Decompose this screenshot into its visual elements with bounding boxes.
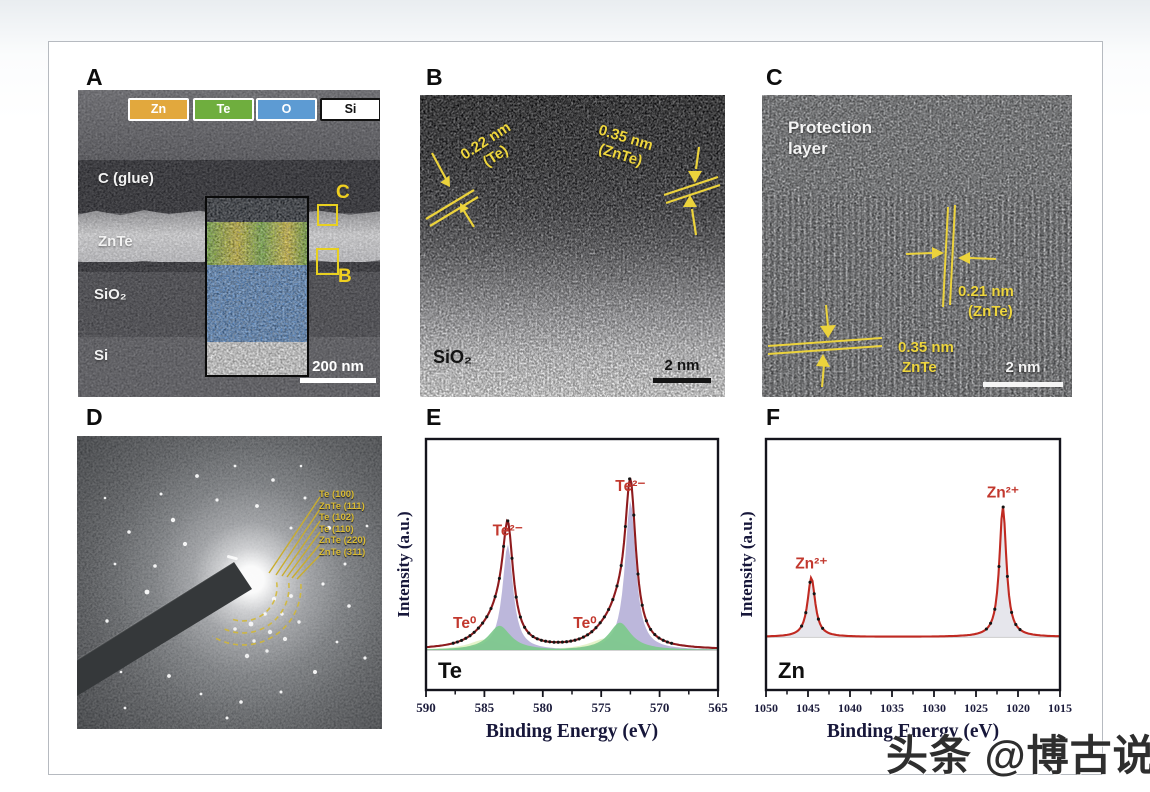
svg-text:Zn²⁺: Zn²⁺: [987, 484, 1019, 501]
panel-c-scalebar: [983, 382, 1063, 387]
panel-b-region-label: SiO₂: [433, 347, 473, 367]
roi-box-b: [316, 248, 339, 275]
svg-text:570: 570: [650, 700, 670, 715]
panel-f-label: F: [766, 404, 781, 430]
svg-text:Binding Energy (eV): Binding Energy (eV): [486, 721, 658, 742]
lattice-annotation-021-spacing: 0.21 nm: [958, 283, 1014, 300]
panel-a-scalebar-text: 200 nm: [312, 358, 364, 375]
panel-b-scalebar-text: 2 nm: [664, 357, 700, 374]
lattice-annotation-035-phase: ZnTe: [902, 359, 937, 376]
panel-a-label: A: [86, 64, 103, 90]
layer-label-c-glue: C (glue): [98, 170, 154, 187]
layer-label-sio2: SiO₂: [94, 286, 127, 303]
xps-te-spectrum-chart: 590 585 580 575 570 565 Te²⁻ Te²⁻ Te⁰ Te⁰ Te Bindin…: [395, 437, 728, 742]
panel-a-tem-image: Zn Te O Si C (glue) ZnTe SiO₂ Si C B 200…: [78, 90, 380, 397]
svg-text:Intensity (a.u.): Intensity (a.u.): [395, 511, 413, 617]
ring-label-znte-111: ZnTe (111): [319, 500, 365, 512]
svg-text:1050: 1050: [754, 701, 778, 715]
svg-text:Te⁰: Te⁰: [573, 615, 597, 632]
watermark: 头条 @博古说: [886, 732, 1150, 779]
svg-text:1045: 1045: [796, 701, 820, 715]
eds-band-si: [207, 342, 307, 375]
ring-label-znte-220: ZnTe (220): [319, 535, 366, 547]
protection-layer-label-line1: Protection: [788, 118, 873, 137]
svg-text:1030: 1030: [922, 701, 946, 715]
svg-text:1025: 1025: [964, 701, 988, 715]
panel-d-saed-image: Te (100) ZnTe (111) Te (102) Te (110) Zn…: [77, 436, 382, 729]
roi-label-b: B: [338, 266, 352, 287]
eds-legend-chip-si: Si: [320, 98, 380, 121]
panel-c-hrtem-image: Protection layer 0.21 nm (ZnTe) 0.35 nm …: [762, 95, 1072, 397]
layer-label-si: Si: [94, 347, 109, 364]
protection-layer-label: Protection layer: [788, 117, 872, 159]
panel-c-label: C: [766, 64, 783, 90]
panel-b-scalebar: [653, 378, 711, 383]
saed-ring-labels: Te (100) ZnTe (111) Te (102) Te (110) Zn…: [319, 489, 366, 559]
svg-text:Te²⁻: Te²⁻: [615, 478, 645, 495]
eds-band-o: [207, 265, 307, 342]
panel-e-label: E: [426, 404, 442, 430]
svg-text:Te²⁻: Te²⁻: [493, 523, 523, 540]
lattice-annotation-021-phase: (ZnTe): [968, 303, 1013, 320]
svg-text:Intensity (a.u.): Intensity (a.u.): [738, 511, 756, 617]
panel-b-label: B: [426, 64, 443, 90]
panel-d-label: D: [86, 404, 103, 430]
ring-label-te-102: Te (102): [319, 512, 355, 524]
eds-legend-chip-zn: Zn: [128, 98, 189, 121]
svg-text:580: 580: [533, 700, 553, 715]
eds-band-znte: [207, 222, 307, 265]
svg-text:565: 565: [708, 700, 728, 715]
panel-c-scalebar-text: 2 nm: [1005, 359, 1041, 376]
svg-text:585: 585: [475, 700, 495, 715]
protection-layer-label-line2: layer: [788, 139, 828, 158]
eds-map-inset: [205, 196, 309, 377]
svg-text:Zn²⁺: Zn²⁺: [795, 556, 827, 573]
svg-text:1035: 1035: [880, 701, 904, 715]
svg-text:590: 590: [416, 700, 436, 715]
roi-box-c: [317, 204, 338, 226]
roi-label-c: C: [336, 182, 350, 203]
eds-band-glue: [207, 198, 307, 222]
eds-legend-chip-o: O: [256, 98, 317, 121]
svg-text:1020: 1020: [1006, 701, 1030, 715]
panel-a-scalebar: [300, 378, 376, 383]
eds-legend-chip-te: Te: [193, 98, 254, 121]
lattice-annotation-035-spacing: 0.35 nm: [898, 339, 954, 356]
ring-label-znte-311: ZnTe (311): [319, 546, 366, 558]
ring-label-te-110: Te (110): [319, 523, 354, 535]
svg-text:Binding Energy (eV): Binding Energy (eV): [827, 721, 999, 742]
svg-text:Zn: Zn: [778, 658, 805, 683]
svg-text:575: 575: [591, 700, 611, 715]
svg-text:1040: 1040: [838, 701, 862, 715]
panel-b-hrtem-image: 0.22 nm (Te) 0.35 nm (ZnTe) SiO₂ 2 nm: [420, 95, 725, 397]
saed-graphics: [77, 464, 369, 720]
svg-text:1015: 1015: [1048, 701, 1072, 715]
ring-label-te-100: Te (100): [319, 489, 355, 500]
svg-text:Te: Te: [438, 658, 462, 683]
layer-label-znte: ZnTe: [98, 233, 133, 250]
xps-zn-spectrum-chart: 1050 1045 1040 1035 1030 1025 1020 1015 Zn²⁺ Zn²⁺…: [738, 437, 1072, 742]
svg-text:Te⁰: Te⁰: [453, 615, 477, 632]
